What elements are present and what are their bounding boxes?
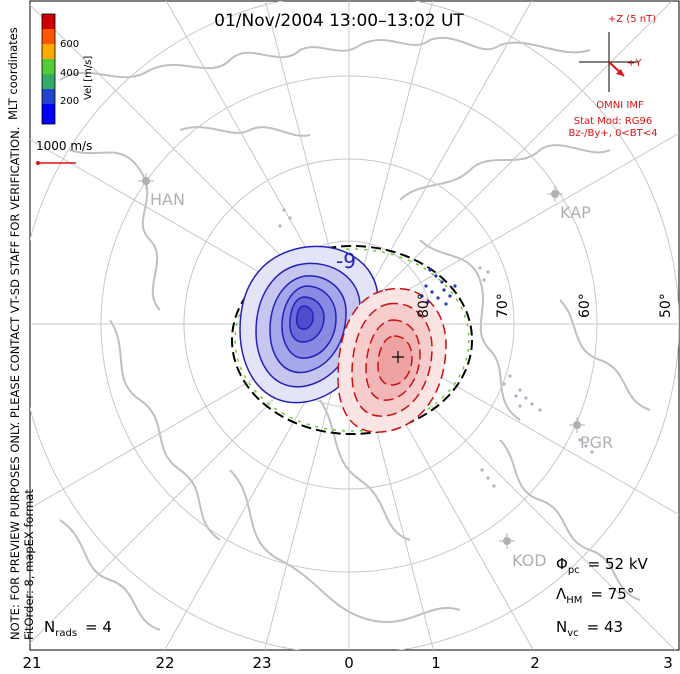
mlt-label-0: 0 bbox=[344, 654, 354, 672]
coords-note: MLT coordinates bbox=[6, 27, 20, 120]
mlt-label-3: 3 bbox=[663, 654, 673, 672]
vector-scale-label: 1000 m/s bbox=[36, 139, 92, 153]
stat-nrads-symbol: N bbox=[44, 618, 55, 636]
stat-nvc-symbol: N bbox=[556, 618, 567, 636]
stat-phi-value: = 52 kV bbox=[588, 555, 649, 573]
stat-lambda-value: = 75° bbox=[590, 585, 634, 603]
mlt-label-23: 23 bbox=[252, 654, 271, 672]
hm-boundary bbox=[231, 245, 473, 435]
station-kap: KAP bbox=[560, 203, 591, 222]
colorbar-tick-200: 200 bbox=[60, 96, 79, 107]
map-title: 01/Nov/2004 13:00–13:02 UT bbox=[214, 11, 464, 31]
stat-lambda-symbol: Λ bbox=[556, 585, 567, 603]
preview-note: NOTE: FOR PREVIEW PURPOSES ONLY. PLEASE … bbox=[8, 127, 22, 640]
stat-nvc: Nvc = 43 bbox=[556, 618, 623, 639]
mlt-label-2: 2 bbox=[530, 654, 540, 672]
vector-dots-blue bbox=[420, 268, 457, 306]
mlt-label-1: 1 bbox=[431, 654, 441, 672]
stat-phi-symbol: Φ bbox=[556, 555, 568, 573]
station-markers bbox=[138, 173, 585, 549]
lat-label-50: 50° bbox=[658, 293, 674, 318]
imf-clock bbox=[579, 32, 639, 92]
lat-label-70: 70° bbox=[495, 293, 511, 318]
lat-label-60: 60° bbox=[577, 293, 593, 318]
negative-cell bbox=[239, 245, 379, 404]
velocity-colorbar bbox=[41, 13, 56, 125]
stat-nvc-sub: vc bbox=[567, 628, 578, 639]
station-kod: KOD bbox=[512, 551, 547, 570]
contour-label: -9 bbox=[336, 249, 356, 273]
imf-condition: Bz-/By+, 0<BT<4 bbox=[568, 128, 657, 139]
fit-order-note: FitOrder: 8, mapEX format bbox=[22, 489, 36, 640]
potential-max-marker bbox=[392, 351, 404, 363]
stat-nrads-value: = 4 bbox=[85, 618, 112, 636]
station-pgr: PGR bbox=[580, 433, 613, 452]
colorbar-label: Vel [m/s] bbox=[83, 56, 94, 100]
stat-lambda-hm: ΛHM = 75° bbox=[556, 585, 634, 606]
stat-lambda-sub: HM bbox=[566, 595, 582, 606]
stat-nrads-sub: rads bbox=[55, 628, 77, 639]
imf-source: OMNI IMF bbox=[596, 100, 644, 111]
vector-dots-grey bbox=[278, 208, 594, 488]
stat-phi-sub: pc bbox=[568, 565, 580, 576]
hm-boundary-fill bbox=[234, 248, 470, 432]
colorbar-tick-600: 600 bbox=[60, 39, 79, 50]
imf-model: Stat Mod: RG96 bbox=[574, 116, 653, 127]
vector-scale-arrow bbox=[36, 161, 76, 165]
mlt-label-21: 21 bbox=[22, 654, 41, 672]
stat-nvc-value: = 43 bbox=[587, 618, 623, 636]
stat-phi-pc: Φpc = 52 kV bbox=[556, 555, 649, 576]
station-han: HAN bbox=[150, 190, 185, 209]
colorbar-tick-400: 400 bbox=[60, 68, 79, 79]
stat-nrads: Nrads = 4 bbox=[44, 618, 112, 639]
positive-cell bbox=[337, 287, 447, 433]
lat-label-80: 80° bbox=[416, 293, 432, 318]
mlt-label-22: 22 bbox=[155, 654, 174, 672]
imf-y-label: +Y bbox=[627, 58, 642, 69]
imf-z-label: +Z (5 nT) bbox=[608, 14, 656, 25]
